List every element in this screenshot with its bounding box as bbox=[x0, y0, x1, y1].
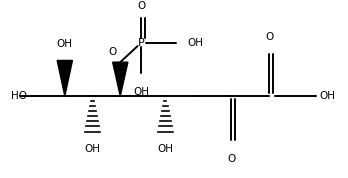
Text: OH: OH bbox=[188, 38, 204, 48]
Text: O: O bbox=[227, 154, 235, 164]
Text: O: O bbox=[265, 32, 274, 42]
Text: HO: HO bbox=[11, 91, 27, 101]
Text: P: P bbox=[138, 38, 144, 48]
Polygon shape bbox=[57, 61, 72, 96]
Text: OH: OH bbox=[133, 87, 149, 97]
Text: O: O bbox=[109, 47, 117, 57]
Text: O: O bbox=[137, 1, 145, 11]
Polygon shape bbox=[113, 62, 128, 96]
Text: OH: OH bbox=[157, 143, 173, 153]
Text: OH: OH bbox=[57, 38, 73, 49]
Text: OH: OH bbox=[85, 143, 101, 153]
Text: OH: OH bbox=[319, 91, 335, 101]
